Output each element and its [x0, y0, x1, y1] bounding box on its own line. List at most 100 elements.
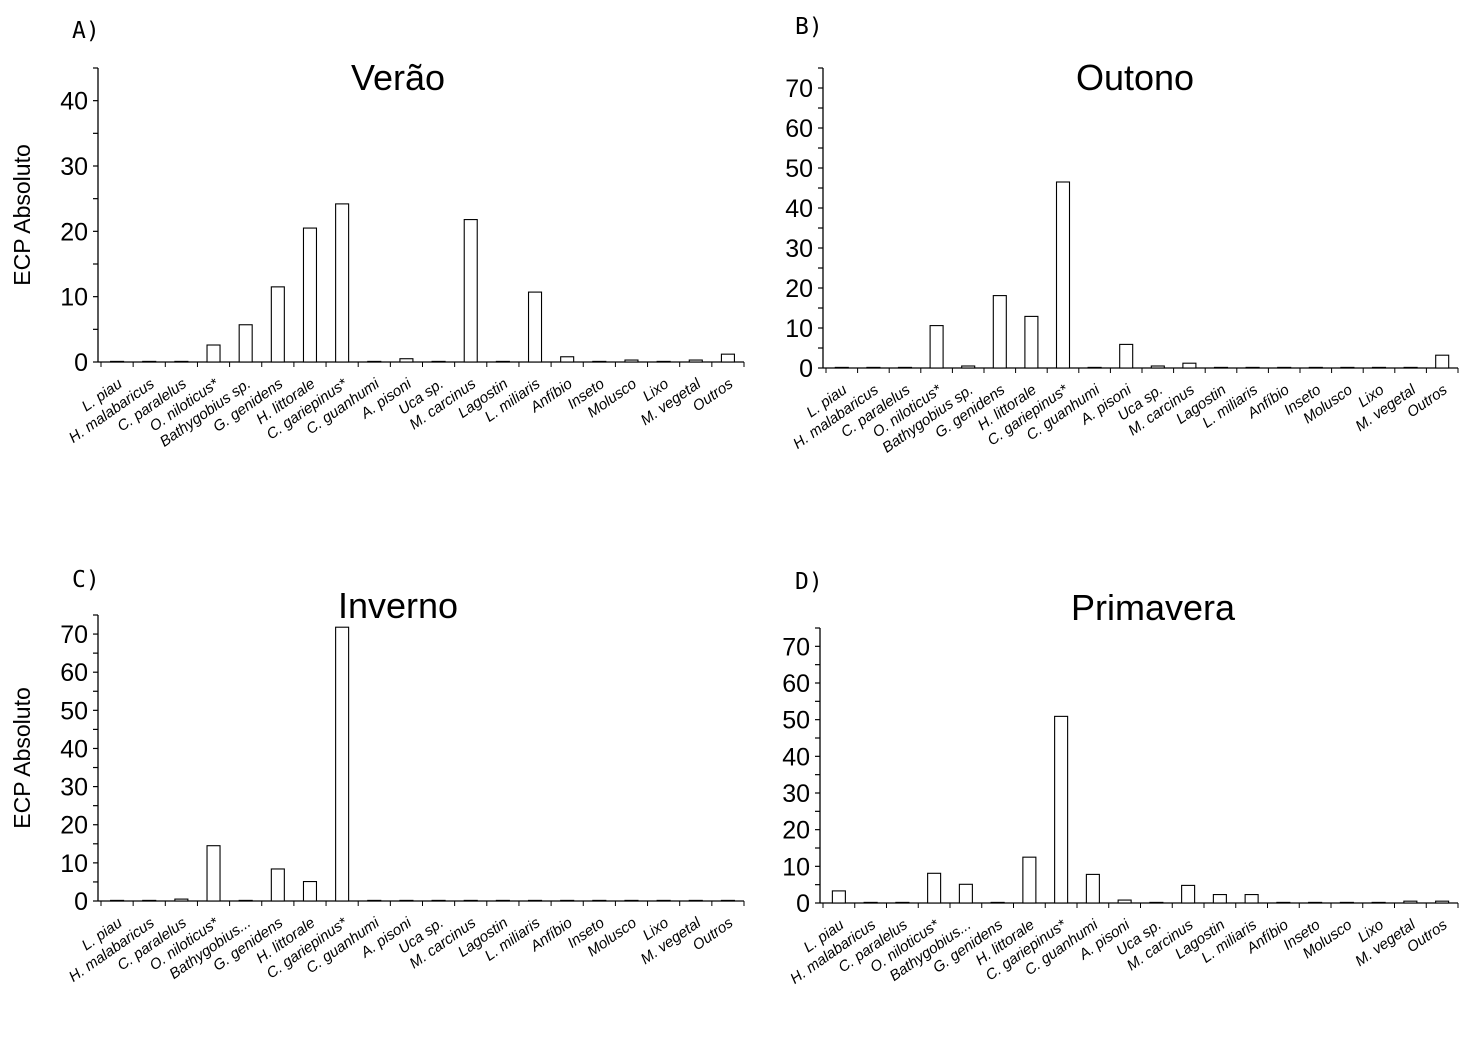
- bar: [1277, 366, 1292, 369]
- bar: [1182, 362, 1197, 369]
- panel-letter: A): [72, 18, 100, 44]
- bar: [1340, 366, 1355, 369]
- bar: [1403, 366, 1418, 369]
- bar: [174, 360, 189, 363]
- y-tick-label: 0: [799, 355, 813, 383]
- bar: [463, 219, 478, 363]
- bar: [688, 899, 703, 902]
- bar: [592, 899, 607, 902]
- y-axis-label: ECP Absoluto: [9, 687, 35, 829]
- bar: [560, 356, 575, 363]
- y-tick-label: 60: [60, 659, 88, 687]
- bar: [958, 883, 973, 904]
- bar: [527, 291, 543, 363]
- y-tick-label: 10: [782, 853, 810, 881]
- chart-title: Inverno: [338, 585, 458, 626]
- bar: [431, 360, 446, 363]
- bar: [1213, 366, 1229, 369]
- bar: [1403, 900, 1418, 904]
- bar: [592, 360, 607, 363]
- y-tick-label: 50: [782, 707, 810, 735]
- bar: [1245, 366, 1260, 369]
- bar: [1150, 365, 1165, 369]
- y-tick-label: 0: [74, 349, 88, 377]
- bar: [929, 325, 944, 369]
- y-tick-label: 20: [60, 218, 88, 246]
- bar: [1181, 884, 1196, 904]
- y-tick-label: 20: [60, 812, 88, 840]
- y-tick-label: 60: [782, 670, 810, 698]
- bar: [1435, 354, 1450, 369]
- bar: [688, 359, 703, 363]
- y-tick-label: 30: [782, 780, 810, 808]
- bar: [1212, 894, 1227, 904]
- panel-letter: D): [795, 569, 823, 595]
- y-tick-label: 10: [60, 850, 88, 878]
- bar: [1024, 315, 1039, 369]
- bar: [367, 360, 382, 363]
- bar: [367, 899, 382, 902]
- bar: [1371, 901, 1386, 904]
- bar: [335, 203, 350, 363]
- bar: [1117, 899, 1132, 904]
- y-tick-label: 10: [60, 284, 88, 312]
- y-axis-label: ECP Absoluto: [9, 144, 35, 286]
- y-tick-label: 30: [60, 774, 88, 802]
- bar: [1087, 366, 1102, 369]
- panel-letter: C): [72, 567, 100, 593]
- bar: [1308, 366, 1323, 369]
- bar: [656, 360, 671, 363]
- bar: [1149, 901, 1164, 904]
- bar: [961, 365, 976, 369]
- bar: [206, 845, 221, 902]
- bar: [527, 899, 543, 902]
- bar: [834, 366, 849, 369]
- y-tick-label: 50: [60, 697, 88, 725]
- bar: [238, 324, 253, 363]
- bar: [142, 360, 157, 363]
- y-tick-label: 40: [782, 743, 810, 771]
- bar: [206, 344, 221, 363]
- bar: [431, 899, 446, 902]
- bar: [142, 899, 157, 902]
- bar: [1055, 181, 1071, 369]
- bar: [624, 899, 639, 902]
- bar: [110, 360, 125, 363]
- bar: [720, 899, 735, 902]
- bar: [1435, 900, 1450, 904]
- y-tick-label: 0: [74, 888, 88, 916]
- chart-title: Verão: [351, 57, 445, 98]
- bar: [895, 901, 910, 904]
- bar: [866, 366, 881, 369]
- y-tick-label: 20: [785, 275, 813, 303]
- bar: [335, 626, 350, 902]
- panel-letter: B): [795, 14, 823, 40]
- bar: [720, 353, 735, 363]
- y-tick-label: 60: [785, 115, 813, 143]
- bar: [1119, 343, 1134, 369]
- y-tick-label: 70: [782, 633, 810, 661]
- bar: [174, 898, 189, 902]
- bar: [302, 881, 318, 902]
- y-tick-label: 10: [785, 315, 813, 343]
- bar: [927, 872, 942, 904]
- y-tick-label: 0: [796, 890, 810, 918]
- bar: [1054, 715, 1069, 904]
- bar: [1022, 856, 1037, 904]
- bar: [992, 295, 1007, 369]
- bar: [624, 359, 639, 363]
- bar: [1371, 366, 1387, 369]
- bar: [1085, 873, 1100, 904]
- bar: [656, 899, 671, 902]
- bar: [399, 358, 414, 363]
- y-tick-label: 70: [60, 621, 88, 649]
- bar: [560, 899, 575, 902]
- y-tick-label: 40: [60, 88, 88, 116]
- bar: [463, 899, 478, 902]
- bar: [990, 901, 1005, 904]
